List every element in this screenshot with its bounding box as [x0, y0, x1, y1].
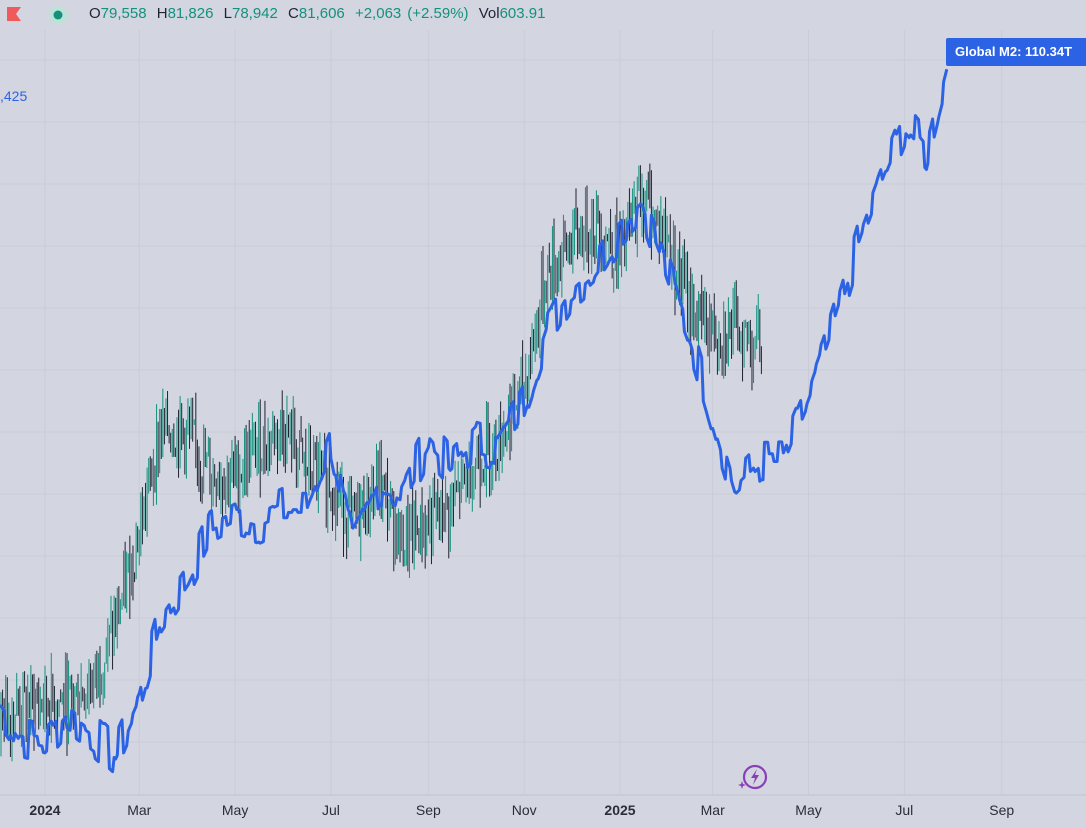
change-value: +2,063: [354, 5, 402, 22]
status-dot-icon[interactable]: [46, 4, 70, 26]
x-tick-label: May: [221, 802, 249, 818]
x-tick-label: Sep: [415, 802, 441, 818]
open-label: O: [89, 5, 101, 22]
volume-value: 603.91: [499, 5, 546, 22]
x-tick-label: Mar: [127, 802, 152, 818]
global-m2-line: [0, 68, 949, 774]
left-scale-label: ,425: [0, 88, 28, 104]
close-value: 81,606: [298, 5, 345, 22]
price-candles: [0, 163, 762, 762]
flag-icon[interactable]: [6, 6, 22, 22]
chart-grid: [0, 30, 1086, 795]
close-label: C: [288, 5, 299, 22]
x-tick-label: 2024: [29, 802, 61, 818]
low-label: L: [223, 5, 232, 22]
series-price-tag: Global M2: 110.34T: [946, 38, 1086, 66]
spark-icon[interactable]: [737, 762, 771, 794]
open-value: 79,558: [100, 5, 147, 22]
ohlc-readout: O79,558 H81,826 L78,942 C81,606 +2,063 (+…: [89, 5, 551, 22]
x-tick-label: May: [795, 802, 822, 818]
change-percent: (+2.59%): [407, 5, 469, 22]
x-tick-label: 2025: [604, 802, 636, 818]
legend-header: O79,558 H81,826 L78,942 C81,606 +2,063 (+…: [0, 0, 1086, 30]
x-tick-label: Jul: [321, 802, 340, 818]
high-label: H: [156, 5, 168, 22]
volume-label: Vol: [478, 5, 500, 22]
x-tick-label: Jul: [895, 802, 914, 818]
high-value: 81,826: [167, 5, 214, 22]
low-value: 78,942: [231, 5, 278, 22]
x-tick-label: Sep: [989, 802, 1015, 818]
x-tick-label: Mar: [700, 802, 725, 818]
x-tick-label: Nov: [511, 802, 537, 818]
